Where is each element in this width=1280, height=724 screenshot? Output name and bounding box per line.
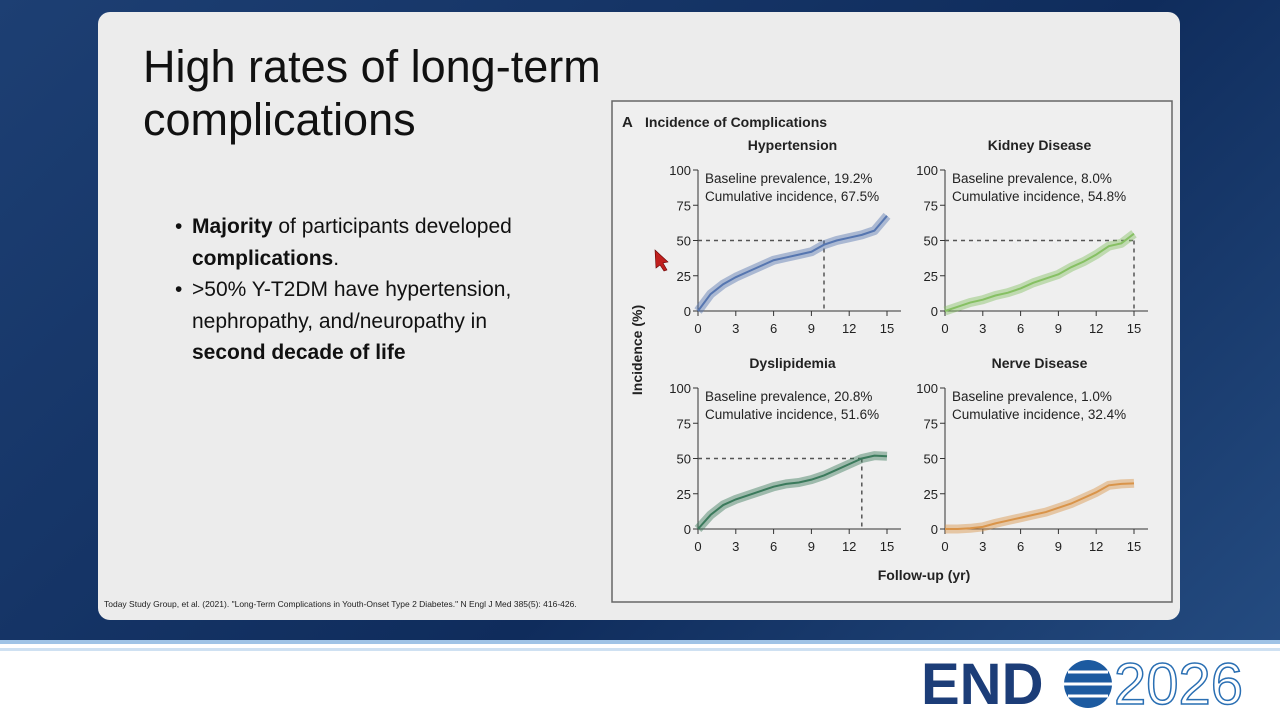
annotation: Baseline prevalence, 20.8%	[705, 389, 872, 404]
x-axis-label: Follow-up (yr)	[878, 567, 971, 583]
bullet-list: Majority of participants developed compl…	[175, 211, 550, 369]
incidence-line	[945, 482, 1135, 530]
x-tick-label: 0	[694, 321, 701, 336]
slide-title: High rates of long-term complications	[143, 41, 601, 145]
x-tick-label: 6	[1017, 539, 1024, 554]
x-tick-label: 3	[979, 321, 986, 336]
bullet: Majority of participants developed compl…	[175, 211, 550, 274]
x-tick-label: 3	[979, 539, 986, 554]
annotation: Cumulative incidence, 67.5%	[705, 189, 879, 204]
x-tick-label: 15	[880, 539, 894, 554]
bullet-text: >50% Y-T2DM have hypertension, nephropat…	[192, 278, 512, 333]
y-tick-label: 0	[684, 522, 691, 537]
annotation: Baseline prevalence, 1.0%	[952, 389, 1112, 404]
footer	[0, 640, 1280, 724]
x-tick-label: 12	[1089, 321, 1103, 336]
y-tick-label: 100	[916, 163, 938, 178]
annotation: Baseline prevalence, 8.0%	[952, 171, 1112, 186]
incidence-line	[944, 232, 1135, 312]
y-tick-label: 25	[924, 269, 938, 284]
citation: Today Study Group, et al. (2021). "Long-…	[104, 599, 577, 609]
panel-title: Nerve Disease	[992, 355, 1088, 371]
y-tick-label: 25	[924, 487, 938, 502]
y-tick-label: 50	[924, 234, 938, 249]
x-tick-label: 12	[842, 321, 856, 336]
x-tick-label: 6	[1017, 321, 1024, 336]
logo-globe-lines	[1064, 670, 1112, 698]
x-tick-label: 12	[1089, 539, 1103, 554]
x-tick-label: 15	[1127, 539, 1141, 554]
x-tick-label: 0	[941, 539, 948, 554]
figure-frame	[611, 100, 1173, 603]
annotation: Baseline prevalence, 19.2%	[705, 171, 872, 186]
footer-stripe	[0, 648, 1280, 651]
x-tick-label: 3	[732, 321, 739, 336]
x-tick-label: 6	[770, 321, 777, 336]
mouse-cursor	[654, 249, 669, 272]
y-tick-label: 100	[669, 381, 691, 396]
x-tick-label: 15	[1127, 321, 1141, 336]
y-tick-label: 75	[924, 198, 938, 213]
bullet-text: complications	[192, 246, 334, 270]
y-tick-label: 25	[677, 269, 691, 284]
annotation: Cumulative incidence, 51.6%	[705, 407, 879, 422]
bullet-text: second decade of life	[192, 341, 406, 364]
panel-title: Kidney Disease	[988, 137, 1092, 153]
y-tick-label: 75	[677, 416, 691, 431]
y-tick-label: 100	[916, 381, 938, 396]
y-tick-label: 0	[931, 304, 938, 319]
x-tick-label: 6	[770, 539, 777, 554]
x-tick-label: 0	[941, 321, 948, 336]
bullet-text: .	[333, 246, 340, 270]
y-tick-label: 0	[931, 522, 938, 537]
x-tick-label: 9	[808, 539, 815, 554]
x-tick-label: 0	[694, 539, 701, 554]
x-tick-label: 9	[1055, 321, 1062, 336]
x-tick-label: 9	[1055, 539, 1062, 554]
y-tick-label: 100	[669, 163, 691, 178]
panel-title: Hypertension	[748, 137, 837, 153]
figure-title: Incidence of Complications	[645, 114, 827, 130]
bullet: >50% Y-T2DM have hypertension, nephropat…	[175, 274, 550, 369]
bullet-text: Majority	[192, 215, 273, 238]
logo-right: 2026	[1114, 652, 1243, 717]
y-tick-label: 0	[684, 304, 691, 319]
x-tick-label: 15	[880, 321, 894, 336]
x-tick-label: 12	[842, 539, 856, 554]
panel-letter: A	[622, 114, 633, 131]
y-tick-label: 50	[677, 234, 691, 249]
bullet-text: of participants developed	[272, 215, 512, 238]
x-tick-label: 9	[808, 321, 815, 336]
y-tick-label: 50	[924, 452, 938, 467]
annotation: Cumulative incidence, 32.4%	[952, 407, 1126, 422]
logo-left: END	[921, 652, 1043, 717]
y-tick-label: 75	[924, 416, 938, 431]
y-tick-label: 25	[677, 487, 691, 502]
panel-title: Dyslipidemia	[749, 355, 836, 371]
x-tick-label: 3	[732, 539, 739, 554]
incidence-line	[697, 215, 888, 312]
incidence-line	[697, 454, 888, 530]
y-tick-label: 75	[677, 198, 691, 213]
y-axis-label: Incidence (%)	[629, 305, 645, 395]
y-tick-label: 50	[677, 452, 691, 467]
annotation: Cumulative incidence, 54.8%	[952, 189, 1126, 204]
